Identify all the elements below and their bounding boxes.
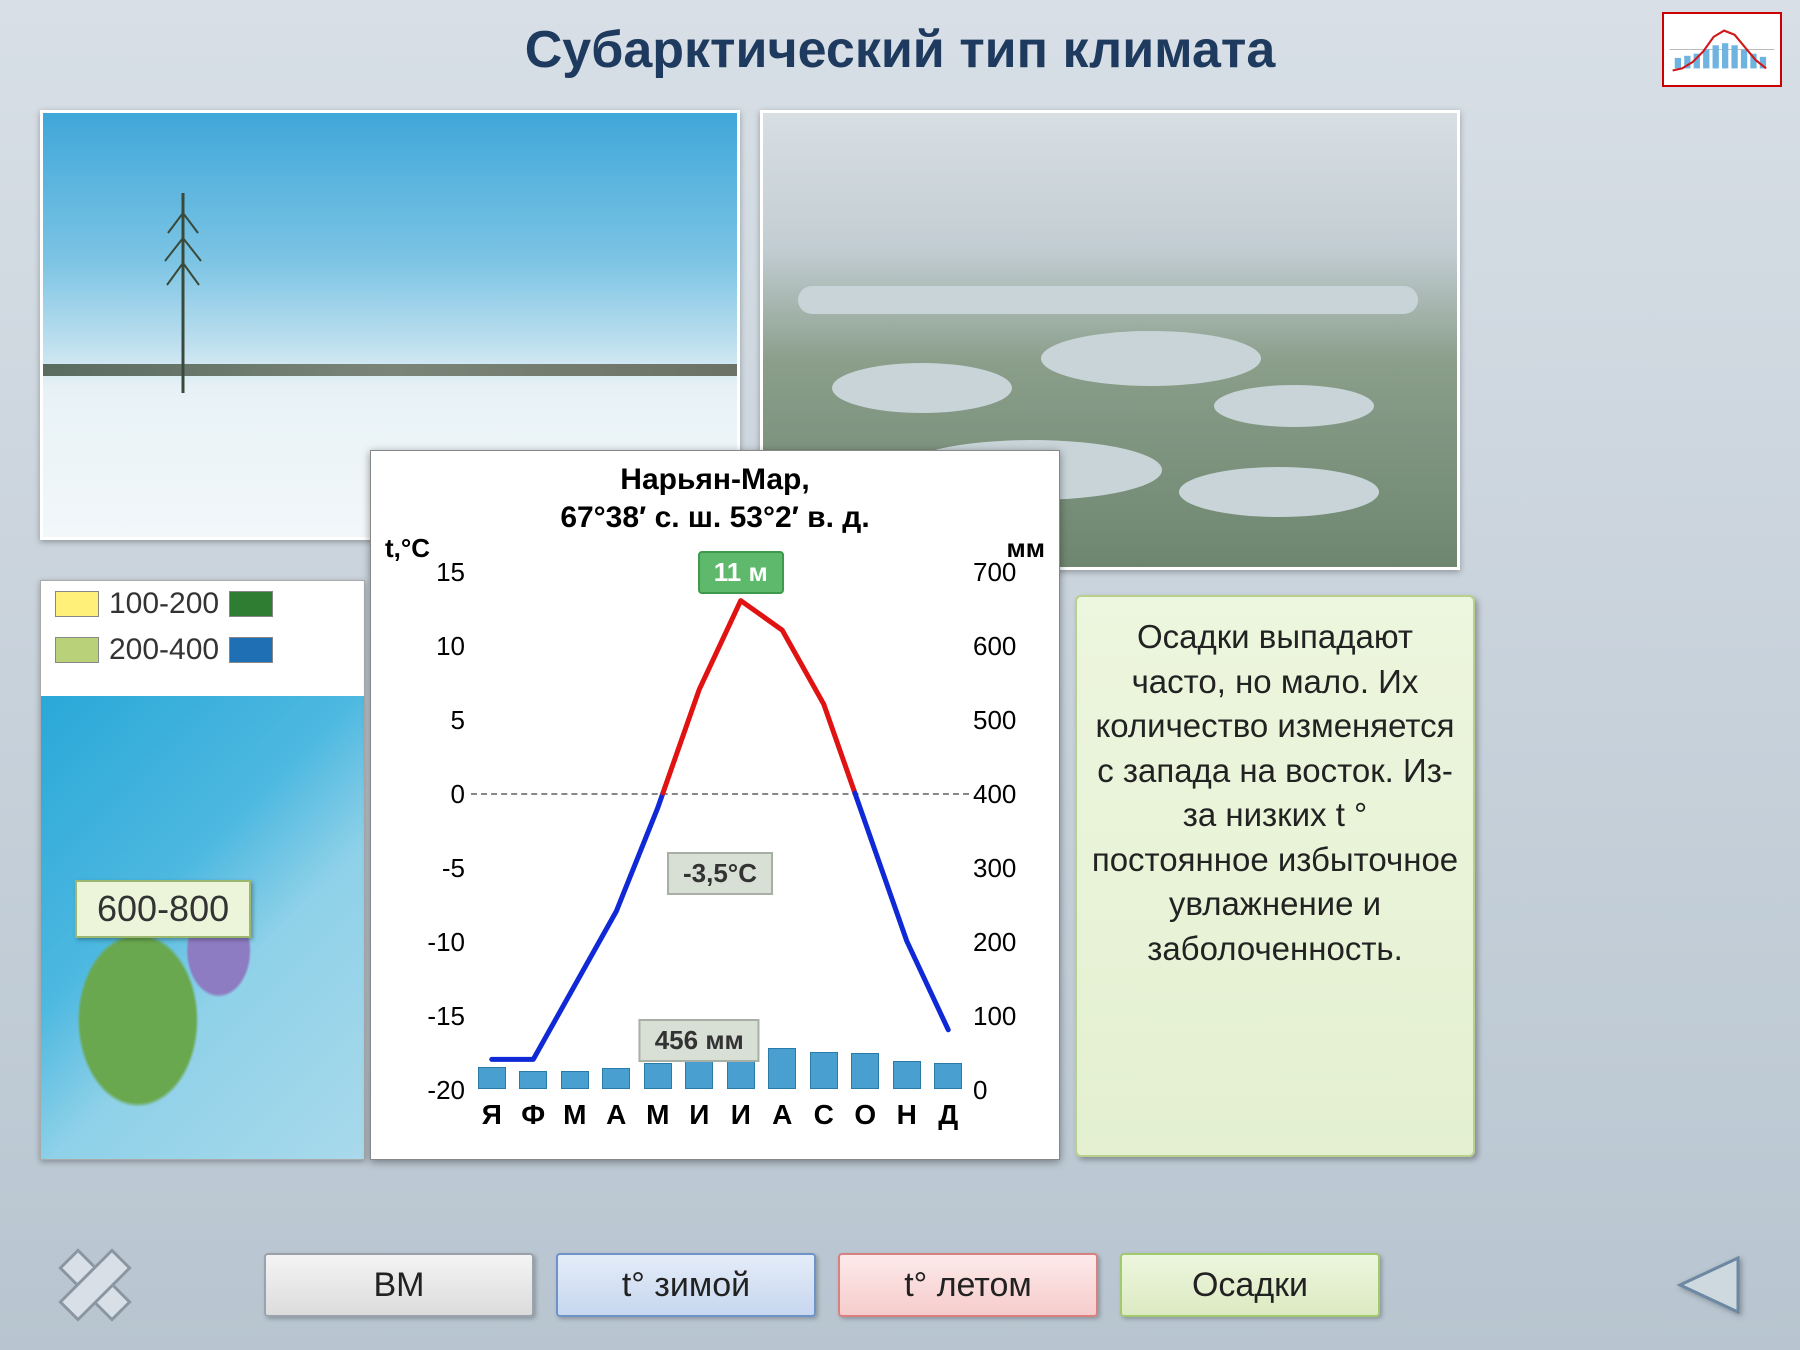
back-icon[interactable]: [1676, 1256, 1740, 1314]
xtick-month: М: [638, 1099, 678, 1131]
xtick-month: О: [845, 1099, 885, 1131]
ytick-left: 10: [411, 631, 465, 662]
ytick-right: 300: [973, 853, 1029, 884]
ytick-left: -5: [411, 853, 465, 884]
legend-swatch: [55, 591, 99, 617]
legend-swatch: [229, 591, 273, 617]
mean-temp-badge: -3,5°C: [667, 852, 773, 895]
ytick-right: 100: [973, 1001, 1029, 1032]
climograph: Нарьян-Мар, 67°38′ с. ш. 53°2′ в. д. t,°…: [370, 450, 1060, 1160]
legend-swatch: [55, 637, 99, 663]
description-panel: Осадки выпадают часто, но мало. Их колич…: [1075, 595, 1475, 1157]
xtick-month: М: [555, 1099, 595, 1131]
ytick-left: 5: [411, 705, 465, 736]
xtick-month: А: [596, 1099, 636, 1131]
nav-row: ВМ t° зимой t° летом Осадки: [0, 1250, 1800, 1320]
chart-plot-area: [471, 571, 969, 1089]
chart-subtitle: 67°38′ с. ш. 53°2′ в. д.: [371, 497, 1059, 535]
ytick-left: 15: [411, 557, 465, 588]
xtick-month: И: [679, 1099, 719, 1131]
ytick-right: 500: [973, 705, 1029, 736]
legend-swatch: [229, 637, 273, 663]
precipitation-map: 100-200 200-400: [40, 580, 365, 1160]
legend-label: 100-200: [109, 587, 219, 621]
summer-temp-button[interactable]: t° летом: [838, 1253, 1098, 1317]
xtick-month: А: [762, 1099, 802, 1131]
ytick-left: -15: [411, 1001, 465, 1032]
ytick-right: 700: [973, 557, 1029, 588]
elevation-badge: 11 м: [698, 551, 784, 594]
ytick-right: 200: [973, 927, 1029, 958]
ytick-left: -20: [411, 1075, 465, 1106]
legend-label: 200-400: [109, 633, 219, 667]
ytick-left: 0: [411, 779, 465, 810]
page-title: Субарктический тип климата: [0, 0, 1800, 90]
ytick-right: 600: [973, 631, 1029, 662]
xtick-month: Я: [472, 1099, 512, 1131]
ytick-right: 0: [973, 1075, 1029, 1106]
close-icon[interactable]: [60, 1250, 130, 1320]
xtick-month: Д: [928, 1099, 968, 1131]
xtick-month: С: [804, 1099, 844, 1131]
chart-title: Нарьян-Мар,: [371, 451, 1059, 497]
xtick-month: Н: [887, 1099, 927, 1131]
chart-thumbnail: [1662, 12, 1782, 87]
vm-button[interactable]: ВМ: [264, 1253, 534, 1317]
ytick-right: 400: [973, 779, 1029, 810]
annual-precip-badge: 456 мм: [639, 1019, 760, 1062]
map-legend-row: 200-400: [41, 627, 364, 673]
map-value-label: 600-800: [75, 880, 251, 938]
xtick-month: И: [721, 1099, 761, 1131]
precipitation-button[interactable]: Осадки: [1120, 1253, 1380, 1317]
xtick-month: Ф: [513, 1099, 553, 1131]
map-legend-row: 100-200: [41, 581, 364, 627]
ytick-left: -10: [411, 927, 465, 958]
winter-temp-button[interactable]: t° зимой: [556, 1253, 816, 1317]
